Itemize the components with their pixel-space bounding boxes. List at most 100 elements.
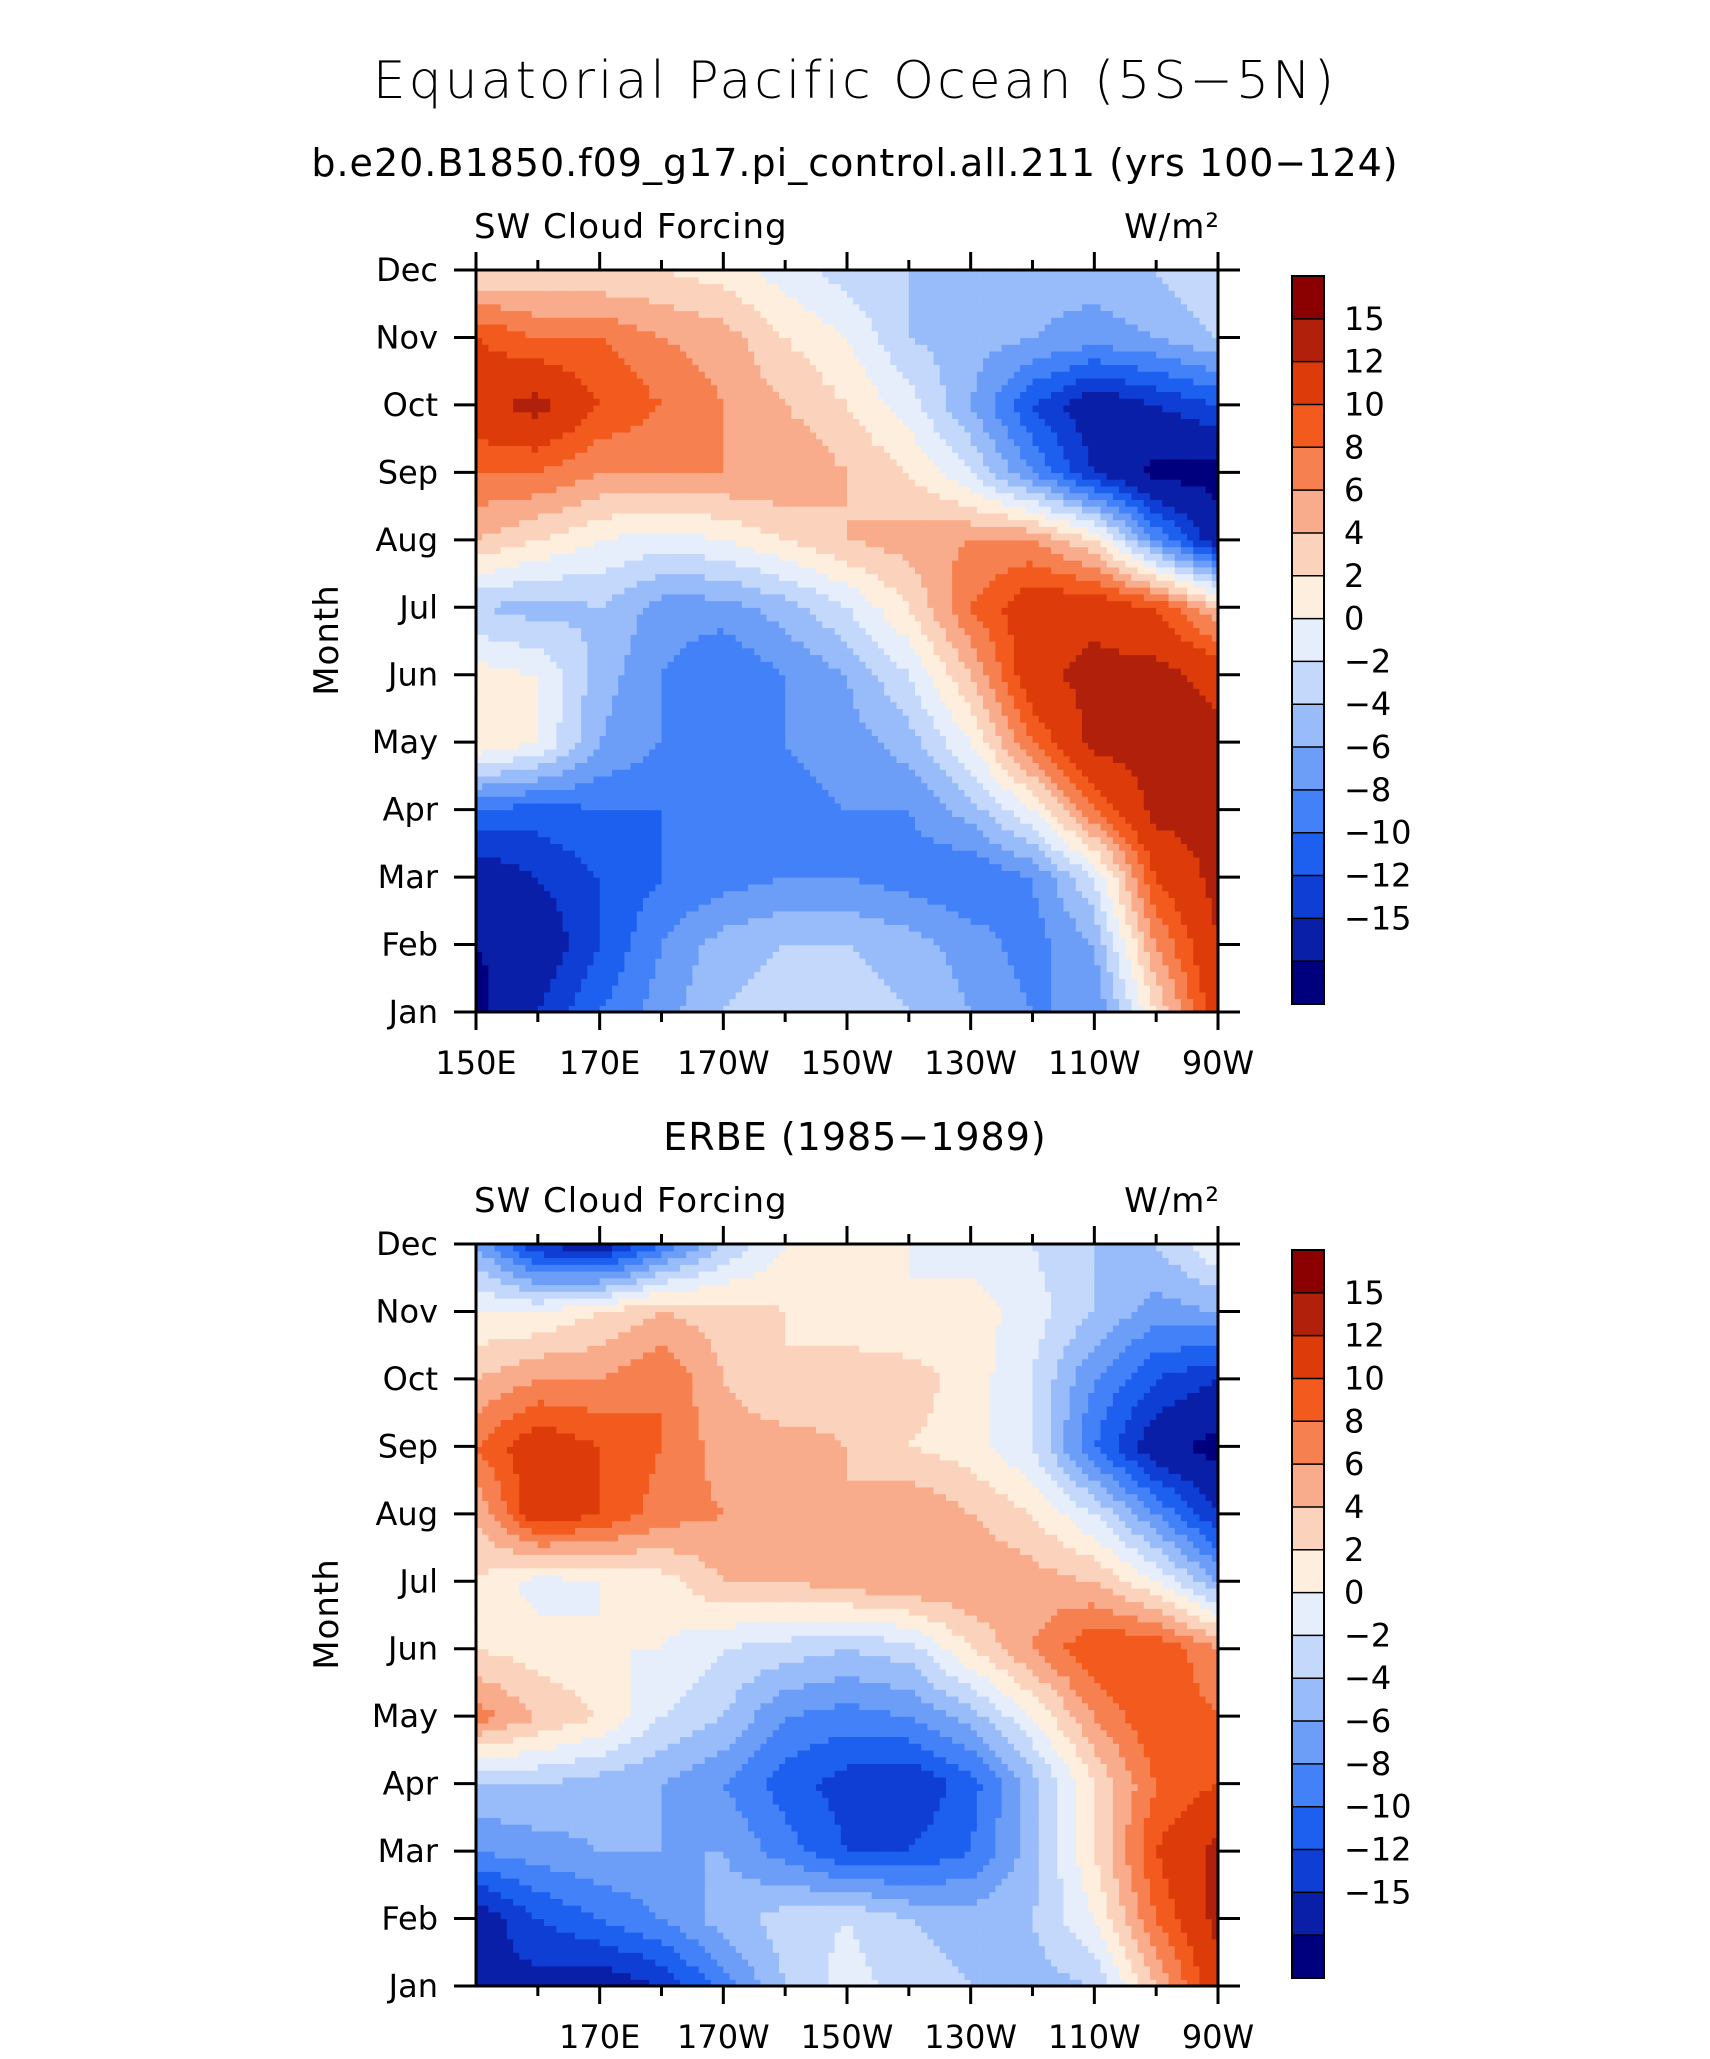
heatmap-cell <box>939 843 947 851</box>
heatmap-cell <box>921 944 928 952</box>
heatmap-cell <box>952 951 959 959</box>
heatmap-cell <box>1013 863 1021 871</box>
heatmap-cell <box>983 1005 990 1013</box>
heatmap-cell <box>1193 910 1201 919</box>
heatmap-cell <box>1149 1005 1157 1013</box>
heatmap-cell <box>1026 870 1034 878</box>
heatmap-cell <box>778 789 786 797</box>
heatmap-cell <box>853 850 860 858</box>
heatmap-cell <box>760 897 768 905</box>
heatmap-cell <box>760 937 768 946</box>
heatmap-cell <box>500 762 508 770</box>
heatmap-cell <box>1007 944 1015 952</box>
heatmap-cell <box>550 728 557 737</box>
heatmap-cell <box>1156 789 1163 797</box>
heatmap-cell <box>896 904 904 912</box>
heatmap-cell <box>1081 863 1089 871</box>
heatmap-cell <box>915 769 922 777</box>
heatmap-cell <box>1112 836 1120 844</box>
heatmap-cell <box>958 998 966 1006</box>
heatmap-cell <box>649 917 656 925</box>
heatmap-cell <box>791 762 799 770</box>
heatmap-cell <box>952 931 959 939</box>
heatmap-cell <box>686 958 694 966</box>
heatmap-cell <box>1032 937 1040 946</box>
heatmap-cell <box>1168 863 1176 871</box>
heatmap-cell <box>803 937 811 946</box>
heatmap-cell <box>661 748 669 757</box>
heatmap-cell <box>605 816 613 824</box>
heatmap-cell <box>531 937 539 946</box>
heatmap-cell <box>1020 917 1027 925</box>
heatmap-cell <box>624 816 632 824</box>
heatmap-cell <box>859 789 867 797</box>
heatmap-cell <box>1088 991 1095 1000</box>
heatmap-cell <box>859 931 867 939</box>
heatmap-cell <box>513 775 520 784</box>
heatmap-cell <box>1001 883 1009 892</box>
heatmap-cell <box>556 1005 564 1013</box>
heatmap-cell <box>803 850 811 858</box>
heatmap-cell <box>612 924 619 932</box>
heatmap-cell <box>513 715 520 723</box>
heatmap-cell <box>1149 870 1157 878</box>
heatmap-cell <box>537 985 545 993</box>
heatmap-cell <box>1051 877 1058 885</box>
heatmap-cell <box>574 998 582 1006</box>
heatmap-cell <box>488 701 496 710</box>
heatmap-cell <box>1125 816 1133 824</box>
heatmap-cell <box>562 701 570 710</box>
heatmap-cell <box>494 829 502 838</box>
heatmap-cell <box>562 964 570 973</box>
heatmap-cell <box>772 1005 780 1013</box>
heatmap-cell <box>506 755 514 764</box>
heatmap-cell <box>476 694 483 703</box>
heatmap-cell <box>482 863 489 871</box>
heatmap-cell <box>809 769 817 777</box>
heatmap-cell <box>828 944 836 952</box>
heatmap-cell <box>624 742 632 750</box>
heatmap-cell <box>1013 829 1021 838</box>
heatmap-cell <box>636 755 644 764</box>
heatmap-cell <box>587 721 595 730</box>
heatmap-cell <box>482 1005 489 1013</box>
heatmap-cell <box>519 823 527 831</box>
heatmap-cell <box>741 964 749 973</box>
heatmap-cell <box>649 863 656 871</box>
heatmap-cell <box>778 775 786 784</box>
heatmap-cell <box>766 809 774 817</box>
heatmap-cell <box>890 802 898 811</box>
heatmap-cell <box>884 897 891 905</box>
heatmap-cell <box>593 769 601 777</box>
heatmap-cell <box>599 978 607 986</box>
heatmap-cell <box>847 748 854 757</box>
heatmap-cell <box>877 823 885 831</box>
heatmap-cell <box>847 904 854 912</box>
heatmap-cell <box>717 998 724 1006</box>
heatmap-cell <box>754 1005 762 1013</box>
heatmap-cell <box>741 978 749 986</box>
heatmap-cell <box>1094 775 1102 784</box>
heatmap-cell <box>1100 823 1108 831</box>
heatmap-cell <box>1211 964 1219 973</box>
heatmap-cell <box>927 890 935 898</box>
heatmap-cell <box>989 823 996 831</box>
heatmap-cell <box>927 931 935 939</box>
heatmap-cell <box>1100 850 1108 858</box>
heatmap-cell <box>735 870 743 878</box>
heatmap-cell <box>952 769 959 777</box>
heatmap-cell <box>1174 904 1182 912</box>
heatmap-cell <box>1013 870 1021 878</box>
heatmap-cell <box>964 951 972 959</box>
heatmap-cell <box>1001 924 1009 932</box>
heatmap-cell <box>1051 748 1058 757</box>
heatmap-cell <box>1032 823 1040 831</box>
heatmap-cell <box>1063 775 1071 784</box>
heatmap-cell <box>1081 1005 1089 1013</box>
heatmap-cell <box>680 991 687 1000</box>
heatmap-cell <box>710 796 718 804</box>
heatmap-cell <box>871 856 879 865</box>
heatmap-cell <box>958 951 966 959</box>
heatmap-cell <box>741 958 749 966</box>
heatmap-cell <box>896 958 904 966</box>
